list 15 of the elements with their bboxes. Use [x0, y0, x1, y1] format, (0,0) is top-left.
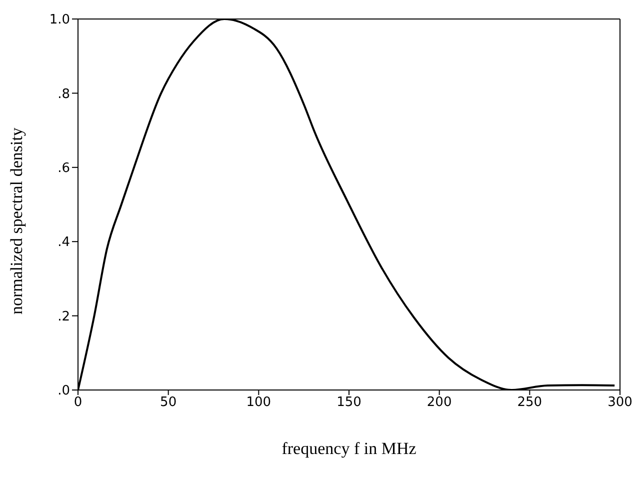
y-tick-label: .0 — [58, 384, 70, 399]
y-tick-label: .2 — [58, 309, 70, 324]
x-tick-label: 300 — [608, 395, 632, 410]
y-axis-title: normalized spectral density — [7, 127, 26, 314]
x-tick-label: 200 — [426, 395, 452, 410]
x-tick-label: 100 — [246, 395, 272, 410]
y-tick-label: .4 — [58, 235, 70, 250]
y-tick-label: .8 — [58, 86, 70, 102]
x-tick-label: 50 — [160, 395, 177, 410]
x-tick-label: 250 — [517, 395, 542, 410]
y-tick-label: 1.0 — [49, 12, 70, 28]
y-tick-label: .6 — [58, 161, 70, 176]
x-tick-label: 150 — [336, 395, 362, 410]
x-axis-title: frequency f in MHz — [282, 439, 417, 458]
x-tick-label: 0 — [74, 395, 82, 410]
